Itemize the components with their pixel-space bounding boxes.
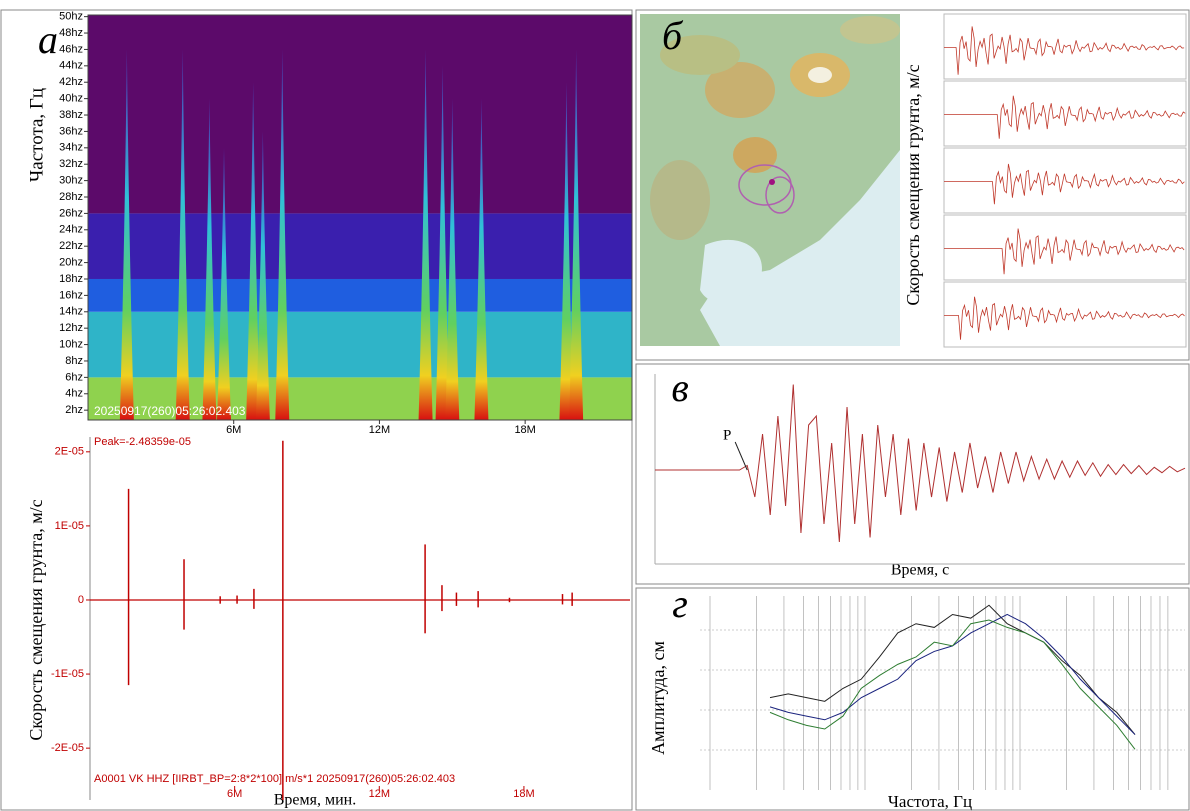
trace <box>944 95 1186 139</box>
panel-frame <box>635 587 1190 811</box>
x-tick-label: 12M <box>369 788 390 800</box>
y-tick-label: 38hz <box>59 109 83 121</box>
plot-frame <box>87 14 633 421</box>
spectrum-line <box>769 619 1136 750</box>
y-tick-label: 36hz <box>59 125 83 137</box>
x-tick-label: 18M <box>514 424 535 436</box>
panel-label: б <box>662 13 684 58</box>
y-tick-label: 22hz <box>59 240 83 252</box>
spectral-streak <box>119 49 134 420</box>
spectral-streak <box>474 98 489 421</box>
trace <box>944 26 1185 75</box>
y-tick-label: 50hz <box>59 11 83 23</box>
y-tick-label: 8hz <box>65 355 83 367</box>
trace <box>944 228 1185 275</box>
x-axis-label: Время, с <box>891 562 949 579</box>
spectra-grid <box>700 596 1185 790</box>
y-tick-label: -1E-05 <box>51 668 84 680</box>
spectral-streak <box>418 49 433 420</box>
spectral-streak <box>246 82 261 421</box>
spectrum-line <box>769 604 1136 735</box>
y-tick-label: 12hz <box>59 322 83 334</box>
spectral-streak <box>275 49 290 420</box>
x-axis-label: Частота, Гц <box>888 792 972 811</box>
spectral-streak <box>255 131 270 421</box>
y-tick-label: 16hz <box>59 289 83 301</box>
y-tick-label: 0 <box>78 594 84 606</box>
y-axis-label: Скорость смещения грунта, м/с <box>26 499 46 740</box>
x-tick-label: 18M <box>513 788 534 800</box>
y-tick-label: 28hz <box>59 191 83 203</box>
annotation: P <box>723 427 731 443</box>
timestamp: 20250917(260)05:26:02.403 <box>94 404 246 418</box>
x-tick-label: 6M <box>226 424 241 436</box>
y-tick-label: 30hz <box>59 175 83 187</box>
annotation-arrow <box>734 441 748 471</box>
spectrogram-band <box>88 278 632 312</box>
trace-frame <box>943 214 1187 281</box>
y-tick-label: 34hz <box>59 142 83 154</box>
spectrogram-band <box>88 213 632 279</box>
panel-frame <box>635 9 1190 361</box>
spectral-streak <box>175 49 190 420</box>
trace <box>944 163 1185 205</box>
x-axis-label: Время, мин. <box>274 792 357 809</box>
spectrogram-band <box>88 311 632 378</box>
spectral-streak <box>435 65 450 420</box>
y-axis-label: Скорость смещения грунта, м/с <box>903 64 923 305</box>
spectral-streak <box>445 98 460 421</box>
channel-label: A0001 VK HHZ [IIRBT_BP=2:8*2*100] m/s*1 … <box>94 773 455 785</box>
y-tick-label: 20hz <box>59 256 83 268</box>
y-tick-label: 1E-05 <box>55 520 84 532</box>
spectral-streak <box>202 98 217 421</box>
y-tick-label: 40hz <box>59 93 83 105</box>
y-tick-label: 14hz <box>59 306 83 318</box>
y-tick-label: 2hz <box>65 404 83 416</box>
y-tick-label: 44hz <box>59 60 83 72</box>
waveform <box>655 384 1186 543</box>
spectral-streak <box>559 82 574 421</box>
x-tick-label: 6M <box>227 788 242 800</box>
trace-frame <box>943 281 1187 348</box>
y-axis-label: Амплитуда, см <box>648 641 668 755</box>
map <box>640 14 900 346</box>
spectral-streak <box>217 147 231 420</box>
spectral-streak <box>569 49 584 420</box>
y-tick-label: 4hz <box>65 388 83 400</box>
y-tick-label: 32hz <box>59 158 83 170</box>
y-axis-label: Частота, Гц <box>26 88 47 182</box>
panel-frame <box>635 363 1190 585</box>
y-tick-label: 46hz <box>59 43 83 55</box>
trace <box>944 296 1185 340</box>
y-tick-label: 18hz <box>59 273 83 285</box>
panel-label: а <box>38 17 58 62</box>
y-tick-label: 2E-05 <box>55 446 84 458</box>
y-tick-label: 26hz <box>59 207 83 219</box>
y-tick-label: 48hz <box>59 27 83 39</box>
y-tick-label: 6hz <box>65 371 83 383</box>
y-tick-label: -2E-05 <box>51 742 84 754</box>
panel-label: г <box>672 581 688 626</box>
panel-label: в <box>671 365 688 410</box>
y-tick-label: 24hz <box>59 224 83 236</box>
trace-frame <box>943 80 1187 147</box>
x-tick-label: 12M <box>369 424 390 436</box>
peak-label: Peak=-2.48359e-05 <box>94 436 191 448</box>
y-tick-label: 10hz <box>59 338 83 350</box>
spectrogram-band <box>88 15 632 214</box>
y-tick-label: 42hz <box>59 76 83 88</box>
trace-frame <box>943 13 1187 80</box>
trace-frame <box>943 147 1187 214</box>
